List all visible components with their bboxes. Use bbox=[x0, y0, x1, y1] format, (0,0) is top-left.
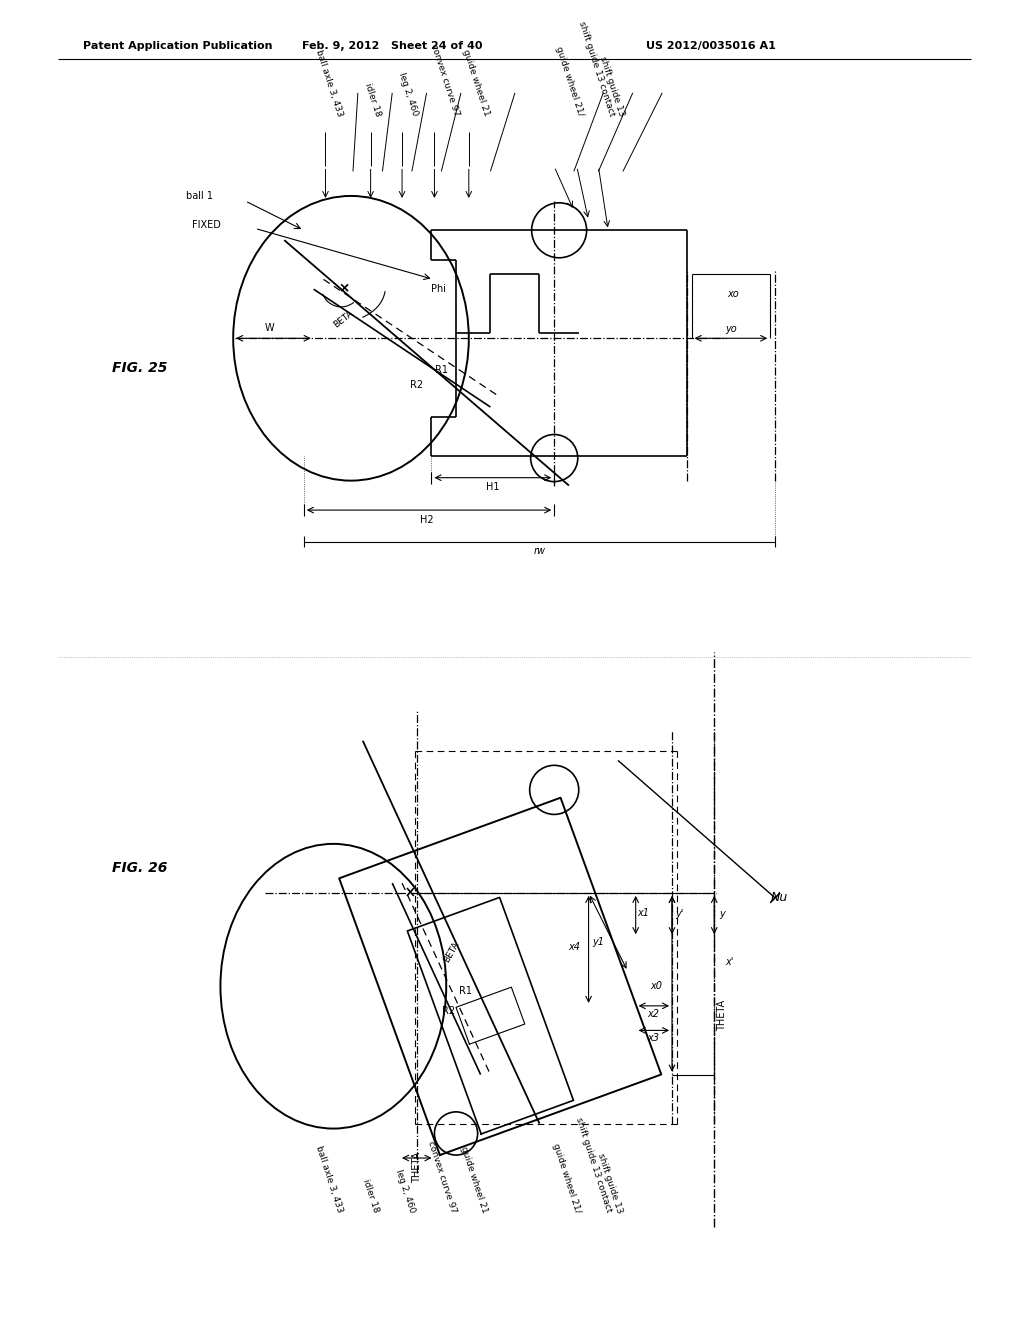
Text: x3: x3 bbox=[647, 1034, 659, 1043]
Text: convex curve 97: convex curve 97 bbox=[429, 44, 462, 117]
Text: THETA: THETA bbox=[717, 1001, 727, 1031]
Text: R1: R1 bbox=[460, 986, 472, 997]
Text: shift guide 13: shift guide 13 bbox=[598, 55, 627, 117]
Text: R2: R2 bbox=[411, 380, 423, 391]
Text: shift guide 13: shift guide 13 bbox=[596, 1152, 625, 1214]
Text: xo: xo bbox=[727, 289, 738, 300]
Text: leg 2, 460: leg 2, 460 bbox=[397, 71, 420, 117]
Text: US 2012/0035016 A1: US 2012/0035016 A1 bbox=[645, 41, 775, 50]
Text: guide wheel 21: guide wheel 21 bbox=[459, 1144, 489, 1214]
Text: shift guide 13 contact: shift guide 13 contact bbox=[577, 20, 616, 117]
Text: y: y bbox=[719, 908, 725, 919]
Text: idler 18: idler 18 bbox=[360, 1179, 380, 1214]
Text: H1: H1 bbox=[485, 482, 499, 491]
Text: y': y' bbox=[676, 908, 684, 919]
Text: x1: x1 bbox=[638, 908, 649, 917]
Text: FIXED: FIXED bbox=[191, 220, 220, 231]
Text: x4: x4 bbox=[568, 942, 581, 952]
Text: R2: R2 bbox=[441, 1006, 455, 1016]
Text: Phi: Phi bbox=[431, 284, 446, 294]
Text: ball axle 3, 433: ball axle 3, 433 bbox=[313, 48, 344, 117]
Text: R1: R1 bbox=[435, 364, 447, 375]
Text: x0: x0 bbox=[650, 981, 663, 991]
Text: y1: y1 bbox=[593, 937, 604, 946]
Text: guide wheel 21: guide wheel 21 bbox=[461, 49, 492, 117]
Text: Nu: Nu bbox=[770, 891, 787, 904]
Text: shift guide 13 contact: shift guide 13 contact bbox=[573, 1117, 613, 1214]
Text: guide wheel 21/: guide wheel 21/ bbox=[551, 1142, 583, 1214]
Text: guide wheel 21/: guide wheel 21/ bbox=[554, 46, 585, 117]
Text: ball 1: ball 1 bbox=[185, 191, 213, 201]
Text: Patent Application Publication: Patent Application Publication bbox=[83, 41, 272, 50]
Text: FIG. 25: FIG. 25 bbox=[113, 360, 168, 375]
Text: ball axle 3, 433: ball axle 3, 433 bbox=[313, 1144, 344, 1214]
Text: idler 18: idler 18 bbox=[362, 82, 382, 117]
Text: yo: yo bbox=[725, 325, 737, 334]
Text: rw: rw bbox=[534, 546, 546, 556]
Text: x2: x2 bbox=[647, 1008, 659, 1019]
Text: H2: H2 bbox=[420, 515, 433, 525]
Text: FIG. 26: FIG. 26 bbox=[113, 862, 168, 875]
Text: convex curve 97: convex curve 97 bbox=[427, 1139, 459, 1214]
Text: THETA: THETA bbox=[412, 1152, 422, 1184]
Text: x': x' bbox=[725, 957, 733, 966]
Text: W: W bbox=[265, 323, 274, 334]
Text: Feb. 9, 2012   Sheet 24 of 40: Feb. 9, 2012 Sheet 24 of 40 bbox=[302, 41, 482, 50]
Text: leg 2, 460: leg 2, 460 bbox=[394, 1168, 417, 1214]
Text: BETA: BETA bbox=[332, 308, 354, 329]
Text: BETA: BETA bbox=[441, 940, 461, 964]
